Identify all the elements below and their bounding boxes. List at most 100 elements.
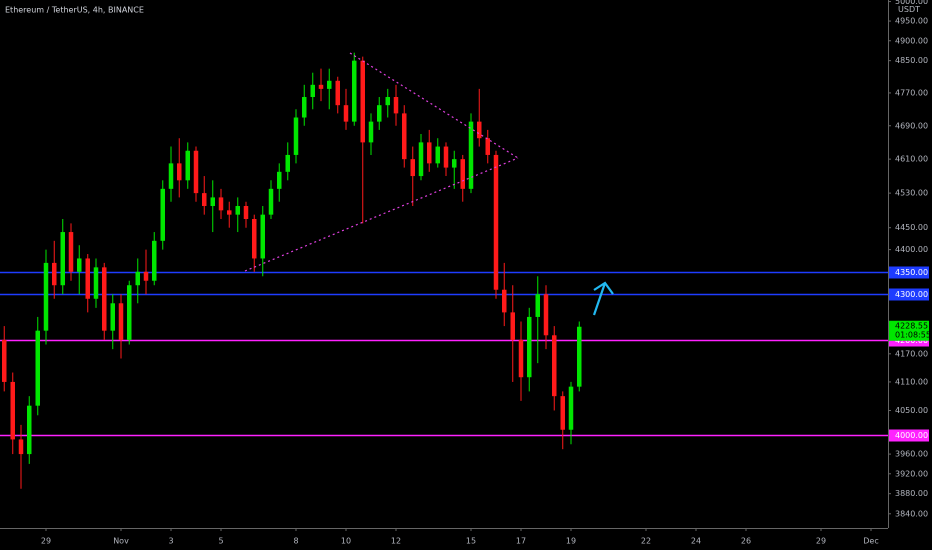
y-tick-label: 3880.00 [895,489,928,498]
candle-body [127,285,132,340]
y-tick-label: 4450.00 [895,223,928,232]
x-tick-label: 19 [566,537,576,546]
trendline [244,157,519,272]
candles [2,52,582,489]
candle-body [477,121,482,139]
drawings [244,52,614,316]
candle-body [235,206,240,215]
candle-body [10,381,15,440]
candle-body [552,335,557,397]
axis-unit: USDT [898,5,920,14]
candle-body [177,163,182,181]
candle-body [318,84,324,89]
candle-body [527,316,532,378]
last-price-box [889,320,929,341]
candle-body [460,159,465,189]
candle-body [543,294,549,336]
candle-body [202,193,207,207]
y-tick-label: 4770.00 [895,88,928,97]
candle-body [402,113,407,160]
last-price-label: 4228.55 [895,321,928,330]
candle-body [135,271,140,286]
candle-body [160,188,165,241]
candle-body [393,97,399,114]
candle-body [227,210,232,215]
x-tick-label: 26 [741,537,751,546]
candle-body [427,142,432,164]
candle-body [27,405,32,455]
candle-body [568,386,574,430]
x-tick-label: 3 [168,537,173,546]
level-label-box [889,266,929,279]
candle-body [152,240,157,281]
y-tick-label: 4110.00 [895,377,928,386]
candle-body [377,105,382,122]
x-tick-label: 15 [466,537,476,546]
y-tick-label: 4950.00 [895,17,928,26]
chart-title: Ethereum / TetherUS, 4h, BINANCE [5,6,144,15]
y-tick-label: 3960.00 [895,450,928,459]
candle-body [52,262,57,286]
candle-body [68,232,74,272]
candle-body [252,218,257,259]
candle-body [285,154,290,172]
y-tick-label: 4610.00 [895,155,928,164]
candle-body [293,117,299,155]
candle-body [502,289,507,313]
candle-body [168,163,174,189]
candle-body [360,60,365,143]
x-tick-label: 8 [293,537,298,546]
candle-body [2,339,7,382]
y-tick-label: 4050.00 [895,406,928,415]
candle-body [577,326,582,387]
y-tick-label: 3840.00 [895,509,928,518]
candle-body [510,312,515,340]
x-tick-label: 29 [816,537,826,546]
y-tick-label: 4170.00 [895,349,928,358]
candle-body [143,271,149,281]
candle-body [118,303,124,340]
candle-body [385,97,390,106]
candle-body [327,80,332,89]
y-tick-label: 5000.00 [895,0,928,6]
arrow [592,281,614,316]
candle-body [243,206,249,219]
candle-body [85,258,90,299]
candle-body [435,146,440,164]
trendline [349,52,519,159]
y-tick-label: 4690.00 [895,121,928,130]
y-tick-label: 4530.00 [895,189,928,198]
candle-body [335,80,340,106]
x-tick-label: 17 [516,537,526,546]
candle-body [43,262,49,331]
candle-body [410,159,415,177]
candle-body [443,146,449,168]
y-tick-label: 4900.00 [895,36,928,45]
x-tick-label: Nov [113,537,129,546]
candle-body [485,138,490,155]
level-label-box [889,288,929,301]
countdown-label: 01:08:55 [895,330,931,339]
candle-body [418,142,424,177]
candle-body [60,232,65,286]
candle-body [277,171,282,189]
candle-body [343,105,349,122]
level-label: 4350.00 [895,268,928,277]
y-tick-label: 3920.00 [895,469,928,478]
candle-body [368,121,374,143]
candle-body [110,303,115,331]
x-tick-label: 10 [341,537,351,546]
level-label: 4300.00 [895,290,928,299]
x-tick-label: 24 [691,537,701,546]
x-tick-label: Dec [863,537,878,546]
candle-body [560,396,565,430]
candle-body [535,294,540,317]
level-label: 4000.00 [895,431,928,440]
candle-body [93,267,99,299]
y-tick-label: 4850.00 [895,56,928,65]
candle-body [468,121,474,189]
x-tick-label: 12 [391,537,401,546]
candle-body [102,267,107,331]
candle-body [210,197,215,207]
